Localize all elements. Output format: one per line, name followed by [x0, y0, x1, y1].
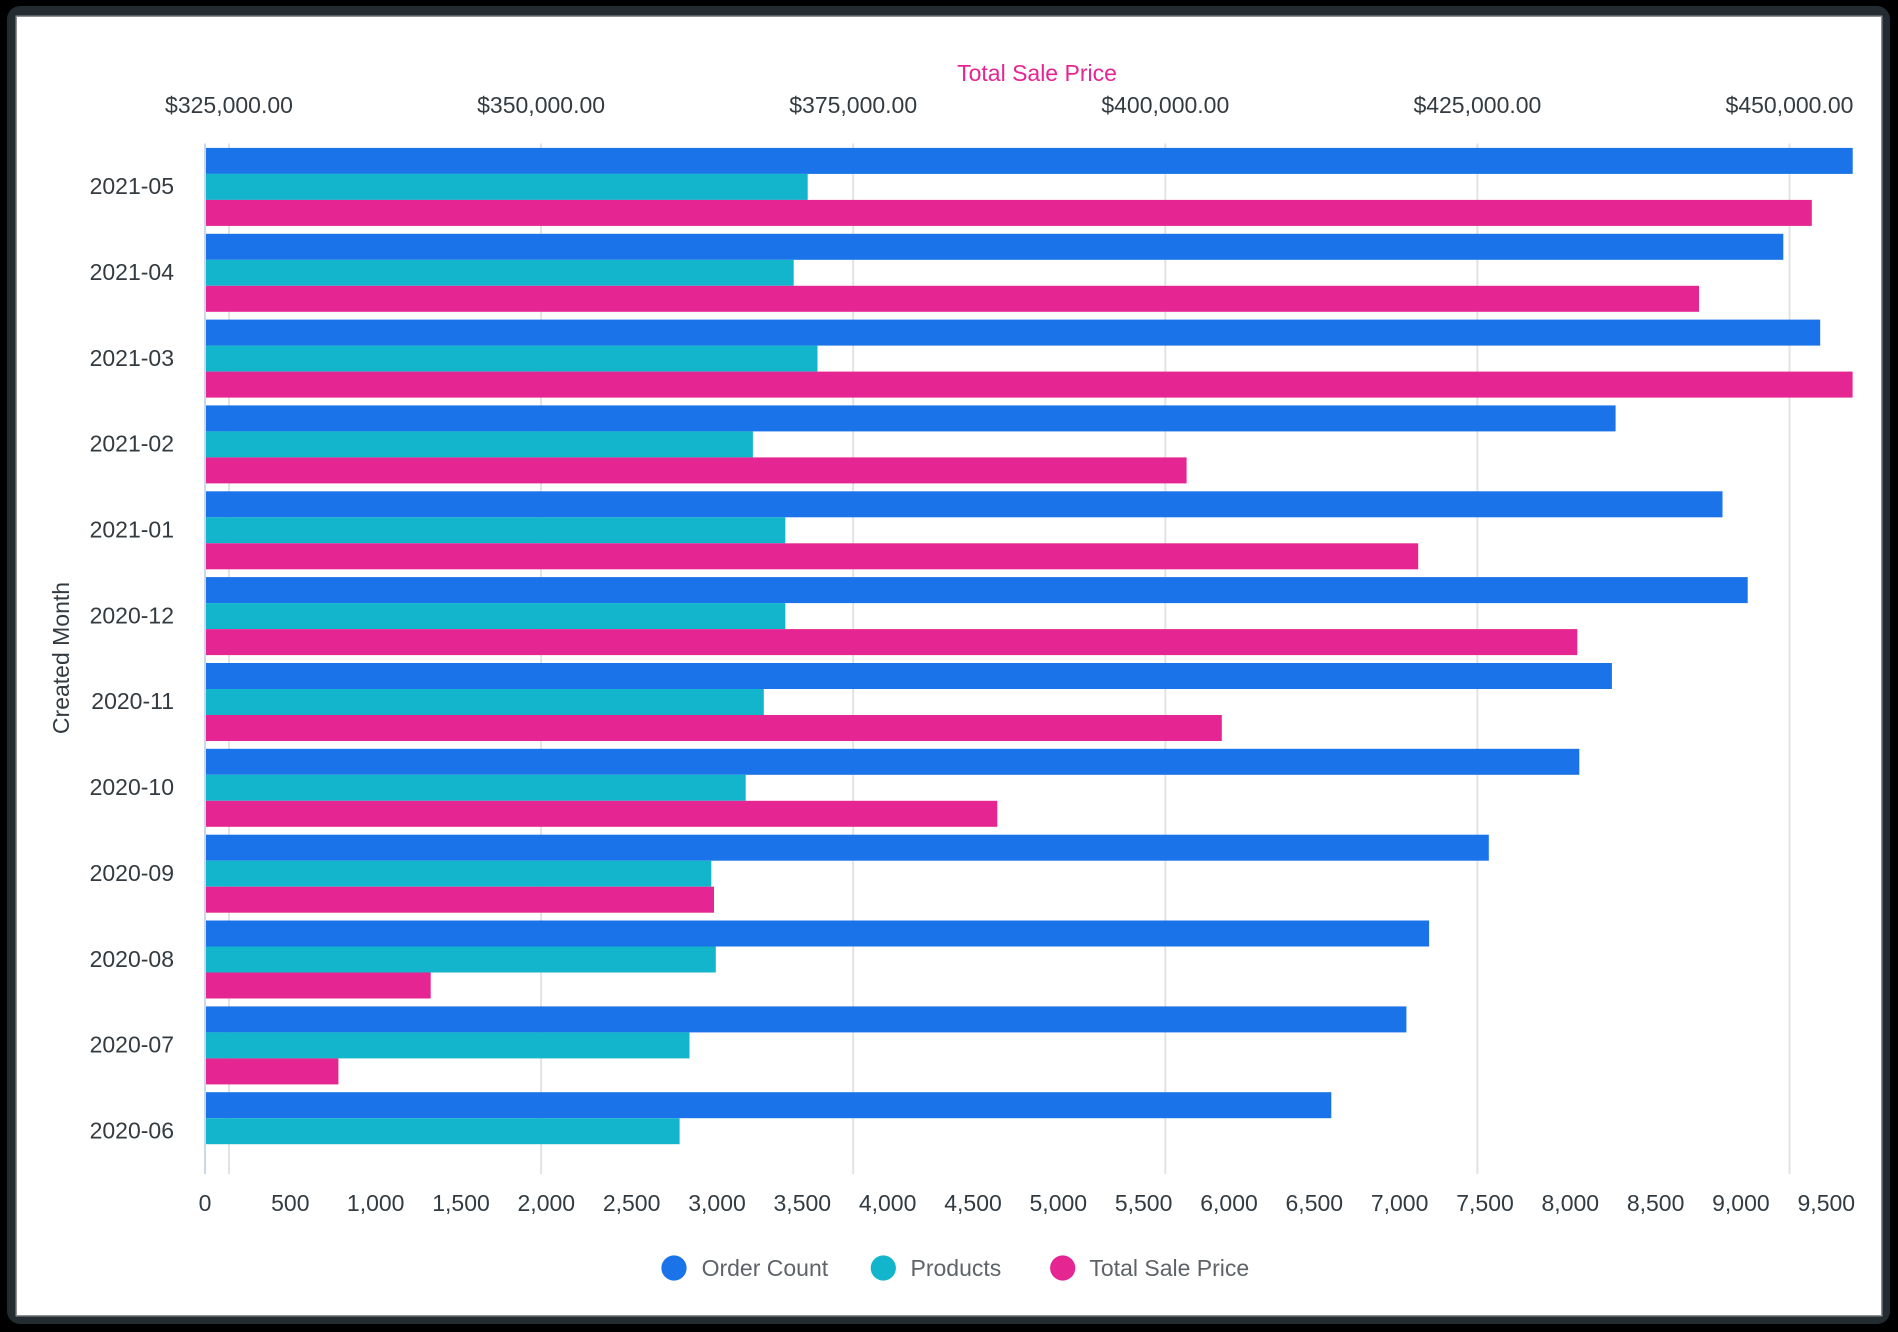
svg-text:2021-05: 2021-05: [90, 173, 174, 199]
svg-text:7,500: 7,500: [1456, 1190, 1514, 1216]
svg-text:$450,000.00: $450,000.00: [1726, 92, 1854, 118]
svg-text:2020-07: 2020-07: [90, 1032, 174, 1058]
svg-text:5,500: 5,500: [1115, 1190, 1173, 1216]
svg-text:Total Sale Price: Total Sale Price: [957, 60, 1117, 86]
svg-text:Order Count: Order Count: [702, 1255, 829, 1281]
svg-text:2020-09: 2020-09: [90, 860, 174, 886]
svg-text:6,000: 6,000: [1200, 1190, 1258, 1216]
svg-text:2020-08: 2020-08: [90, 946, 174, 972]
svg-text:2020-12: 2020-12: [90, 602, 174, 628]
svg-text:Total Sale Price: Total Sale Price: [1089, 1255, 1249, 1281]
svg-text:Created Month: Created Month: [48, 582, 74, 734]
svg-text:2021-04: 2021-04: [90, 259, 175, 285]
svg-text:8,500: 8,500: [1627, 1190, 1685, 1216]
svg-text:8,000: 8,000: [1542, 1190, 1600, 1216]
svg-text:2020-06: 2020-06: [90, 1118, 174, 1144]
svg-text:0: 0: [199, 1190, 212, 1216]
svg-text:$375,000.00: $375,000.00: [789, 92, 917, 118]
svg-text:6,500: 6,500: [1286, 1190, 1344, 1216]
svg-text:1,500: 1,500: [432, 1190, 490, 1216]
svg-text:2,000: 2,000: [518, 1190, 576, 1216]
svg-text:4,500: 4,500: [944, 1190, 1002, 1216]
svg-text:$425,000.00: $425,000.00: [1413, 92, 1541, 118]
svg-text:2021-01: 2021-01: [90, 517, 174, 543]
svg-text:9,000: 9,000: [1712, 1190, 1770, 1216]
svg-text:2020-11: 2020-11: [91, 688, 174, 714]
svg-text:3,500: 3,500: [774, 1190, 832, 1216]
svg-text:7,000: 7,000: [1371, 1190, 1429, 1216]
svg-text:$325,000.00: $325,000.00: [165, 92, 293, 118]
svg-text:4,000: 4,000: [859, 1190, 917, 1216]
svg-text:3,000: 3,000: [688, 1190, 746, 1216]
svg-text:2,500: 2,500: [603, 1190, 661, 1216]
svg-text:1,000: 1,000: [347, 1190, 405, 1216]
svg-text:$350,000.00: $350,000.00: [477, 92, 605, 118]
svg-text:2021-02: 2021-02: [90, 431, 174, 457]
svg-text:5,000: 5,000: [1030, 1190, 1088, 1216]
svg-text:500: 500: [271, 1190, 309, 1216]
svg-text:9,500: 9,500: [1798, 1190, 1856, 1216]
svg-text:Products: Products: [911, 1255, 1002, 1281]
svg-text:$400,000.00: $400,000.00: [1101, 92, 1229, 118]
svg-text:2020-10: 2020-10: [90, 774, 174, 800]
svg-text:2021-03: 2021-03: [90, 345, 174, 371]
